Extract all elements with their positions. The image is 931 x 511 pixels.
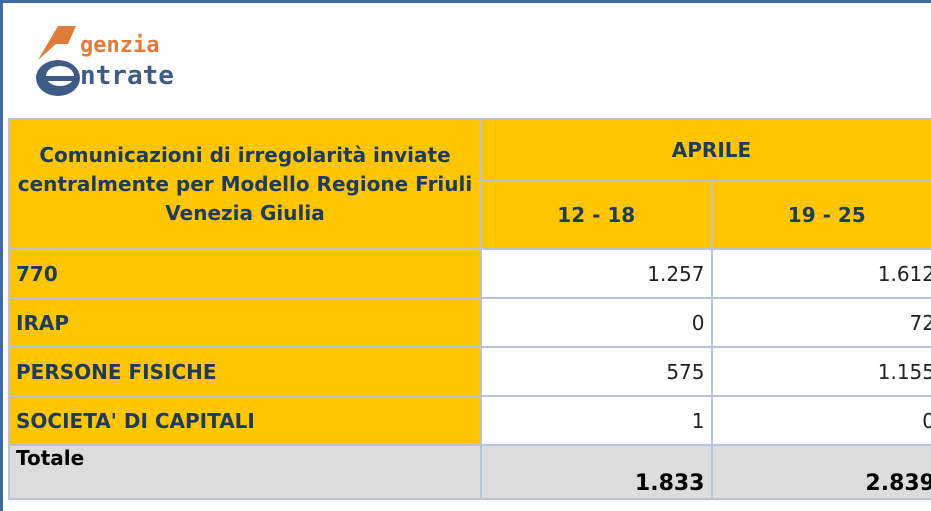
- column-header: 12 - 18: [480, 179, 713, 251]
- cell: 1.612: [710, 248, 931, 299]
- row: IRAP 0 72: [8, 297, 931, 348]
- row: SOCIETA' DI CAPITALI 1 0: [8, 395, 931, 446]
- frame: [0, 0, 3, 511]
- cell: 72: [710, 297, 931, 348]
- total-row: Totale 1.833 2.839: [8, 444, 931, 500]
- logo: genzia ntrate: [36, 26, 174, 96]
- cell: 575: [480, 346, 713, 397]
- column-header: 19 - 25: [710, 179, 931, 251]
- cell: 1: [480, 395, 713, 446]
- row: PERSONE FISICHE 575 1.155: [8, 346, 931, 397]
- row-label: PERSONE FISICHE: [8, 346, 482, 397]
- frame: [0, 0, 931, 3]
- logo-a: [38, 26, 76, 60]
- row-label: SOCIETA' DI CAPITALI: [8, 395, 482, 446]
- cell: 1.155: [710, 346, 931, 397]
- header-row: 12 - 18 19 - 25: [9, 179, 931, 251]
- cell: 0: [710, 395, 931, 446]
- header-row: Comunicazioni di irregolarità inviate ce…: [8, 118, 931, 250]
- logo-text: ntrate: [80, 61, 174, 91]
- logo-text: genzia: [80, 33, 159, 58]
- cell: 1.257: [480, 248, 713, 299]
- table: Comunicazioni di irregolarità inviate ce…: [8, 118, 931, 500]
- row: 770 1.257 1.612: [8, 248, 931, 299]
- total-cell: 2.839: [710, 444, 931, 500]
- cell: 0: [480, 297, 713, 348]
- total-label: Totale: [8, 444, 482, 500]
- corner-header: Comunicazioni di irregolarità inviate ce…: [8, 118, 482, 250]
- row-label: IRAP: [8, 297, 482, 348]
- logo-e-bar: [46, 76, 76, 81]
- month-header: APRILE: [480, 118, 931, 182]
- row-label: 770: [8, 248, 482, 299]
- total-cell: 1.833: [480, 444, 713, 500]
